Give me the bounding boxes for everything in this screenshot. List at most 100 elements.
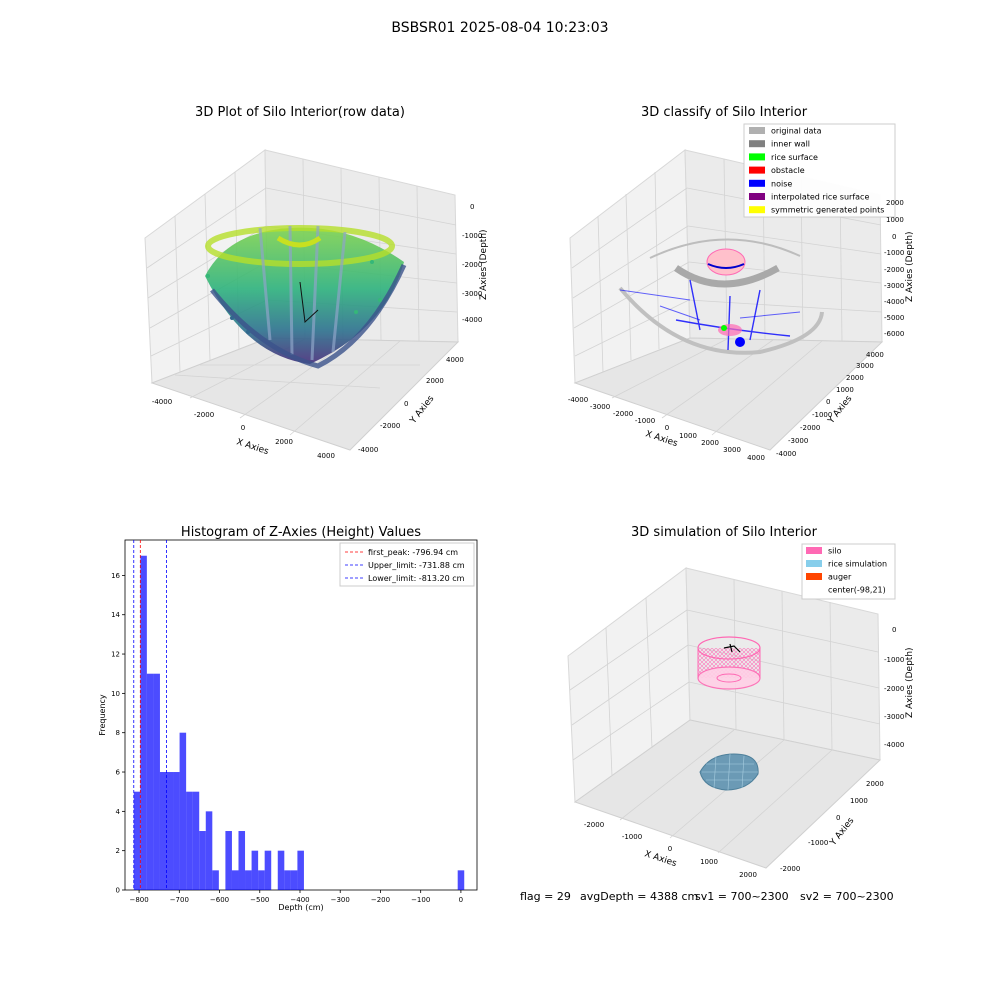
y-tick-label: 14 <box>111 611 120 619</box>
legend-swatch <box>749 140 765 148</box>
sv2-text: sv2 = 700~2300 <box>800 890 894 903</box>
x-tick: -2000 <box>613 410 633 418</box>
legend-label: auger <box>828 573 852 582</box>
histogram-bar <box>238 831 246 890</box>
rice-simulation-surface <box>699 753 759 791</box>
x-tick: 0 <box>668 845 672 853</box>
legend-label: first_peak: -796.94 cm <box>368 548 458 557</box>
x-axis-label: Depth (cm) <box>278 903 323 912</box>
x-axis-ticks: -4000 -2000 0 2000 4000 <box>152 398 335 460</box>
histogram-bar <box>186 791 193 890</box>
x-tick: 4000 <box>317 452 335 460</box>
x-tick: -1000 <box>622 833 642 841</box>
legend-swatch <box>806 573 822 580</box>
x-tick: 3000 <box>723 446 741 454</box>
x-axis-ticks: -4000 -3000 -2000 -1000 0 1000 2000 3000… <box>568 396 765 462</box>
y-tick: -2000 <box>800 424 820 432</box>
histogram-bar <box>159 772 167 890</box>
legend-swatch <box>749 206 765 214</box>
y-tick: 0 <box>826 398 830 406</box>
y-tick-label: 4 <box>116 808 121 816</box>
x-tick: 4000 <box>747 454 765 462</box>
histogram-title: Histogram of Z-Axies (Height) Values <box>181 525 421 540</box>
histogram-bar <box>245 870 252 890</box>
x-axis-label: X Axies <box>235 437 270 457</box>
legend-label: rice surface <box>771 153 818 162</box>
legend-label: Upper_limit: -731.88 cm <box>368 561 465 570</box>
x-axis-ticks: −800 −700 −600 −500 −400 −300 −200 −100 0 <box>129 890 463 904</box>
z-tick: -2000 <box>884 685 904 693</box>
z-tick: 2000 <box>886 199 904 207</box>
classify-3d-title: 3D classify of Silo Interior <box>641 105 808 120</box>
histogram-bar <box>457 870 465 890</box>
y-tick-label: 2 <box>116 847 120 855</box>
histogram-bar <box>205 811 213 890</box>
z-axis-label: Z Axies (Depth) <box>905 231 915 302</box>
x-tick-label: −400 <box>290 896 309 904</box>
legend-label: silo <box>828 547 842 556</box>
legend-label: rice simulation <box>828 560 887 569</box>
raw-3d-title: 3D Plot of Silo Interior(row data) <box>195 105 405 120</box>
legend-swatch <box>749 153 765 161</box>
y-axis-label: Frequency <box>98 694 107 736</box>
y-tick-label: 6 <box>116 769 121 777</box>
histogram-bar <box>166 772 174 890</box>
legend: original data inner wall rice surface obsta… <box>743 123 896 218</box>
x-tick-label: 0 <box>459 896 463 904</box>
status-line: flag = 29 avgDepth = 4388 cm sv1 = 700~2… <box>520 890 894 903</box>
z-tick: 0 <box>892 233 896 241</box>
x-tick: 0 <box>241 424 245 432</box>
x-tick: -4000 <box>152 398 172 406</box>
y-tick: 3000 <box>856 362 874 370</box>
y-tick: -1000 <box>808 839 828 847</box>
histogram-bar <box>133 791 141 890</box>
histogram-bar <box>290 870 298 890</box>
y-axis-ticks: -4000 -3000 -2000 -1000 0 1000 2000 3000… <box>776 351 884 458</box>
y-tick: -4000 <box>358 446 378 454</box>
y-tick-label: 16 <box>111 572 120 580</box>
histogram-bar <box>231 870 239 890</box>
z-tick: -1000 <box>884 656 904 664</box>
histogram-bar <box>212 870 219 890</box>
y-tick: -3000 <box>788 437 808 445</box>
y-tick: 4000 <box>866 351 884 359</box>
z-axis-label: Z Axies (Depth) <box>479 229 489 300</box>
legend-entries: original data inner wall rice surface obsta… <box>749 127 884 215</box>
x-axis-ticks: -2000 -1000 0 1000 2000 <box>584 821 757 879</box>
legend-swatch <box>749 166 765 174</box>
legend-swatch <box>806 560 822 567</box>
x-tick-label: −100 <box>411 896 430 904</box>
z-tick: 0 <box>892 626 896 634</box>
legend-swatch <box>806 547 822 554</box>
x-tick-label: −200 <box>371 896 390 904</box>
y-tick: 2000 <box>846 374 864 382</box>
histogram-bar <box>297 850 304 890</box>
y-tick: 1000 <box>850 797 868 805</box>
y-tick: 0 <box>404 400 408 408</box>
sv1-text: sv1 = 700~2300 <box>695 890 789 903</box>
reference-lines <box>133 540 167 890</box>
z-tick: -3000 <box>884 713 904 721</box>
y-tick-label: 0 <box>116 887 120 895</box>
histogram-bar <box>140 555 147 890</box>
z-tick: -4000 <box>884 741 904 749</box>
legend-label: interpolated rice surface <box>771 193 869 202</box>
histogram-bar <box>146 673 154 890</box>
classify-3d-panel: 3D classify of Silo Interior original da… <box>568 105 915 462</box>
z-axis-label: Z Axies (Depth) <box>905 647 915 718</box>
legend-frame <box>339 542 475 587</box>
histogram-bar <box>199 831 206 890</box>
x-tick-label: −600 <box>210 896 229 904</box>
histogram-panel: Histogram of Z-Axies (Height) Values −80… <box>98 525 478 912</box>
x-tick: -2000 <box>584 821 604 829</box>
legend-entries: first_peak: -796.94 cm Upper_limit: -731.… <box>345 548 465 583</box>
legend-label: Lower_limit: -813.20 cm <box>368 574 465 583</box>
z-axis-ticks: 0 -1000 -2000 -3000 -4000 <box>884 626 904 749</box>
x-tick: -3000 <box>590 403 610 411</box>
legend-swatch <box>749 179 765 187</box>
z-tick: -2000 <box>462 261 482 269</box>
z-tick: -2000 <box>884 266 904 274</box>
silo-wireframe <box>697 636 761 690</box>
legend-frame <box>743 123 896 218</box>
x-tick-label: −500 <box>250 896 269 904</box>
